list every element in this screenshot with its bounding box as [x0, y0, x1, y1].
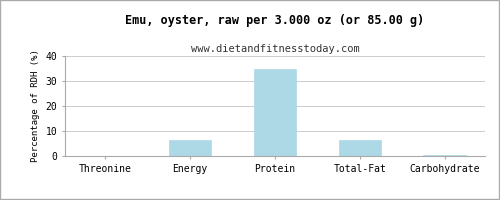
Bar — [254, 68, 296, 156]
Text: www.dietandfitnesstoday.com: www.dietandfitnesstoday.com — [190, 44, 360, 54]
Text: Emu, oyster, raw per 3.000 oz (or 85.00 g): Emu, oyster, raw per 3.000 oz (or 85.00 … — [126, 14, 424, 27]
Y-axis label: Percentage of RDH (%): Percentage of RDH (%) — [31, 50, 40, 162]
Bar — [424, 155, 466, 156]
Bar — [169, 140, 212, 156]
Bar — [338, 140, 381, 156]
